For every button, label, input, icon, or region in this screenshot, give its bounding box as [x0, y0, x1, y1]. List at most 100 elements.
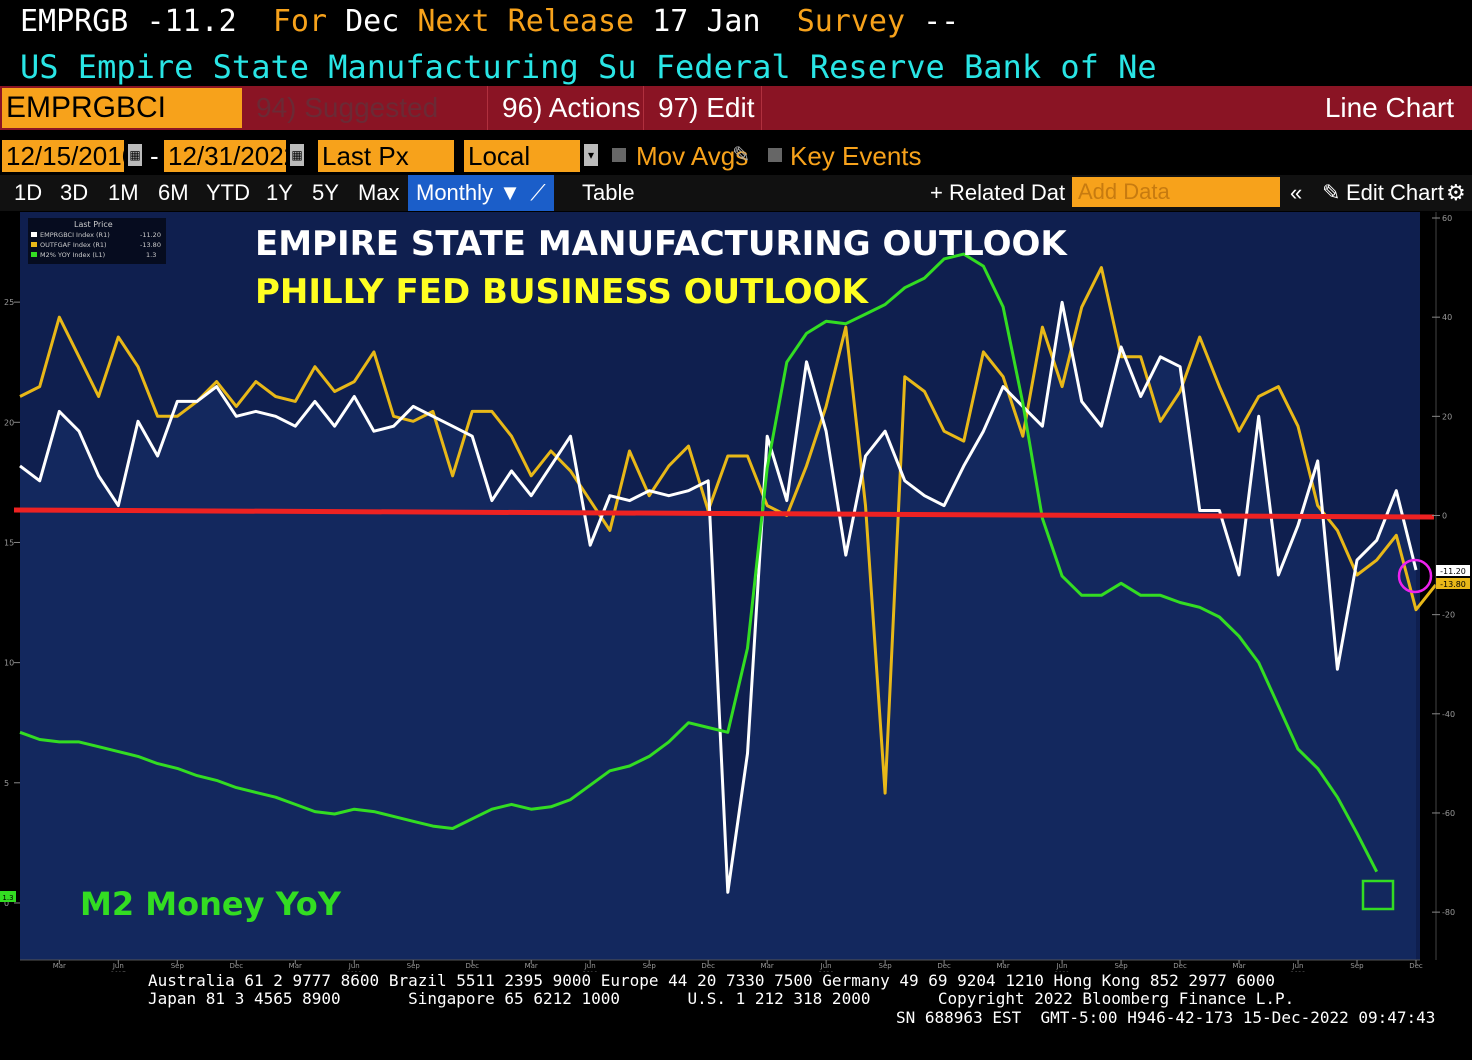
suggested-charts-button[interactable]: 94) Suggested Charts [248, 86, 488, 167]
edit-chart-button[interactable]: Edit Chart [1346, 180, 1444, 205]
x-tick-label: Sep [407, 962, 421, 970]
period-1m[interactable]: 1M [108, 180, 139, 205]
period-max[interactable]: Max [358, 180, 400, 205]
x-tick-label: Sep [1114, 962, 1128, 970]
x-axis: Mar Jun Sep Dec Mar Jun Sep Dec Mar Jun Sep Dec Mar J… [20, 959, 1423, 972]
date-separator: - [150, 141, 159, 171]
header-survey-value: -- [923, 4, 960, 39]
header-next-release-value: 17 Jan [652, 4, 761, 39]
field-select[interactable]: Last Px [318, 140, 454, 172]
highlight-circle [1397, 558, 1433, 594]
period-5y[interactable]: 5Y [312, 180, 339, 205]
key-events-checkbox[interactable] [768, 148, 782, 162]
left-tick-label: 15 [4, 538, 14, 547]
last-value-tag-yellow [1436, 578, 1470, 589]
legend-item-m2: M2% YOY Index (L1) [40, 251, 105, 259]
legend-title: Last Price [74, 220, 113, 229]
legend-value-empire: -11.20 [140, 231, 161, 239]
edit-menu[interactable]: 97) Edit ▾ [650, 86, 762, 165]
left-axis: 25 20 15 10 5 0 [4, 298, 20, 908]
legend-value-philly: -13.80 [140, 241, 161, 249]
key-events-label: Key Events [790, 141, 922, 171]
period-6m[interactable]: 6M [158, 180, 189, 205]
period-3d[interactable]: 3D [60, 180, 89, 205]
footer-line-2: Japan 81 3 4565 8900 Singapore 65 6212 1… [148, 989, 1295, 1008]
actions-menu[interactable]: 96) Actions ▾ [494, 86, 644, 165]
options-row: 12/15/2016 ▦ - 12/31/2022 ▦ Last Px Loca… [0, 136, 1472, 203]
right-tick-label: -20 [1442, 611, 1455, 620]
calendar-icon[interactable]: ▦ [290, 144, 304, 166]
actions-label: 96) Actions [502, 92, 641, 123]
chevron-down-icon[interactable]: ▾ [584, 144, 598, 166]
right-tick-label: -80 [1442, 908, 1455, 917]
add-data-input[interactable]: Add Data [1072, 177, 1280, 207]
security-input[interactable]: EMPRGBCI Index [2, 88, 242, 164]
function-toolbar: EMPRGBCI Index 94) Suggested Charts 96) … [0, 86, 1472, 167]
start-date-input[interactable]: 12/15/2016 [2, 140, 136, 172]
left-tick-label: 10 [4, 659, 14, 668]
x-tick-label: Jun [1292, 962, 1304, 970]
annotation-empire: EMPIRE STATE MANUFACTURING OUTLOOK [255, 224, 1068, 264]
pencil-icon[interactable]: ✎ [1322, 180, 1341, 205]
x-tick-label: Jun [820, 962, 832, 970]
x-tick-label: Dec [230, 962, 244, 970]
period-row: 1D 3D 1M 6M YTD 1Y 5Y Max Monthly ▼ ⟋ Ta… [0, 175, 1472, 211]
left-tick-label: 0 [4, 899, 9, 908]
x-tick-label: Dec [1409, 962, 1423, 970]
legend-item-empire: EMPRGBCI Index (R1) [40, 231, 110, 239]
x-tick-label: Jun [348, 962, 360, 970]
x-tick-label: Dec [701, 962, 715, 970]
series-m2-line [19, 252, 1379, 873]
right-tick-label: -40 [1442, 710, 1455, 719]
x-tick-label: Dec [937, 962, 951, 970]
annotation-philly: PHILLY FED BUSINESS OUTLOOK [255, 272, 870, 312]
legend-item-philly: OUTFGAF Index (R1) [40, 241, 107, 249]
x-tick-label: Jun [584, 962, 596, 970]
right-tick-label: 20 [1442, 412, 1452, 421]
chart-type-label[interactable]: Line Chart [1324, 92, 1454, 123]
x-year-label: 2021 [1054, 971, 1069, 972]
collapse-icon[interactable]: « [1290, 180, 1303, 205]
related-data-button[interactable]: + Related Dat [930, 180, 1066, 205]
left-tick-label: 5 [4, 779, 9, 788]
gear-icon[interactable]: ⚙ [1446, 180, 1466, 205]
pencil-icon[interactable]: ✎ [732, 142, 751, 167]
period-1d[interactable]: 1D [14, 180, 43, 205]
last-value-white: -11.20 [1440, 567, 1466, 576]
last-value-tag-green [0, 891, 16, 902]
legend: Last Price EMPRGBCI Index (R1) -11.20 OU… [28, 218, 166, 264]
legend-value-m2: 1.3 [146, 251, 156, 259]
x-tick-label: Jun [112, 962, 124, 970]
x-tick-label: Mar [761, 962, 774, 970]
x-tick-label: Sep [879, 962, 893, 970]
line-chart[interactable]: 60 40 20 0 -20 -40 -60 -80 25 20 15 10 5 0 Mar Jun Sep… [0, 212, 1472, 972]
end-date-input[interactable]: 12/31/2022 [164, 140, 298, 172]
x-year-label: 2018 [347, 971, 362, 972]
period-1y[interactable]: 1Y [266, 180, 293, 205]
footer: Australia 61 2 9777 8600 Brazil 5511 239… [0, 972, 1472, 1060]
zero-reference-line [13, 507, 1435, 520]
mov-avgs-label: Mov Avgs [636, 141, 749, 171]
header-value: -11.2 [146, 4, 237, 39]
frequency-select[interactable]: Monthly ▼ [408, 175, 529, 211]
line-chart-icon[interactable]: ⟋ [522, 175, 554, 211]
calendar-icon[interactable]: ▦ [128, 144, 142, 166]
mov-avgs-checkbox[interactable] [612, 148, 626, 162]
x-tick-label: Sep [1350, 962, 1364, 970]
right-tick-label: -60 [1442, 809, 1455, 818]
x-year-label: 2020 [819, 971, 834, 972]
period-ytd[interactable]: YTD [206, 180, 250, 205]
x-year-label: 2019 [583, 971, 598, 972]
x-year-label: 2022 [1290, 971, 1305, 972]
x-tick-label: Dec [465, 962, 479, 970]
left-tick-label: 25 [4, 298, 14, 307]
header-next-release-label: Next Release [417, 4, 635, 39]
last-value-tag-white [1436, 565, 1470, 576]
header-for-value: Dec [345, 4, 400, 39]
x-tick-label: Sep [171, 962, 185, 970]
table-button[interactable]: Table [582, 180, 635, 205]
footer-line-3: SN 688963 EST GMT-5:00 H946-42-173 15-De… [896, 1008, 1436, 1027]
x-tick-label: Dec [1173, 962, 1187, 970]
edit-label: 97) Edit [658, 92, 755, 123]
currency-select[interactable]: Local CCY [464, 140, 580, 203]
